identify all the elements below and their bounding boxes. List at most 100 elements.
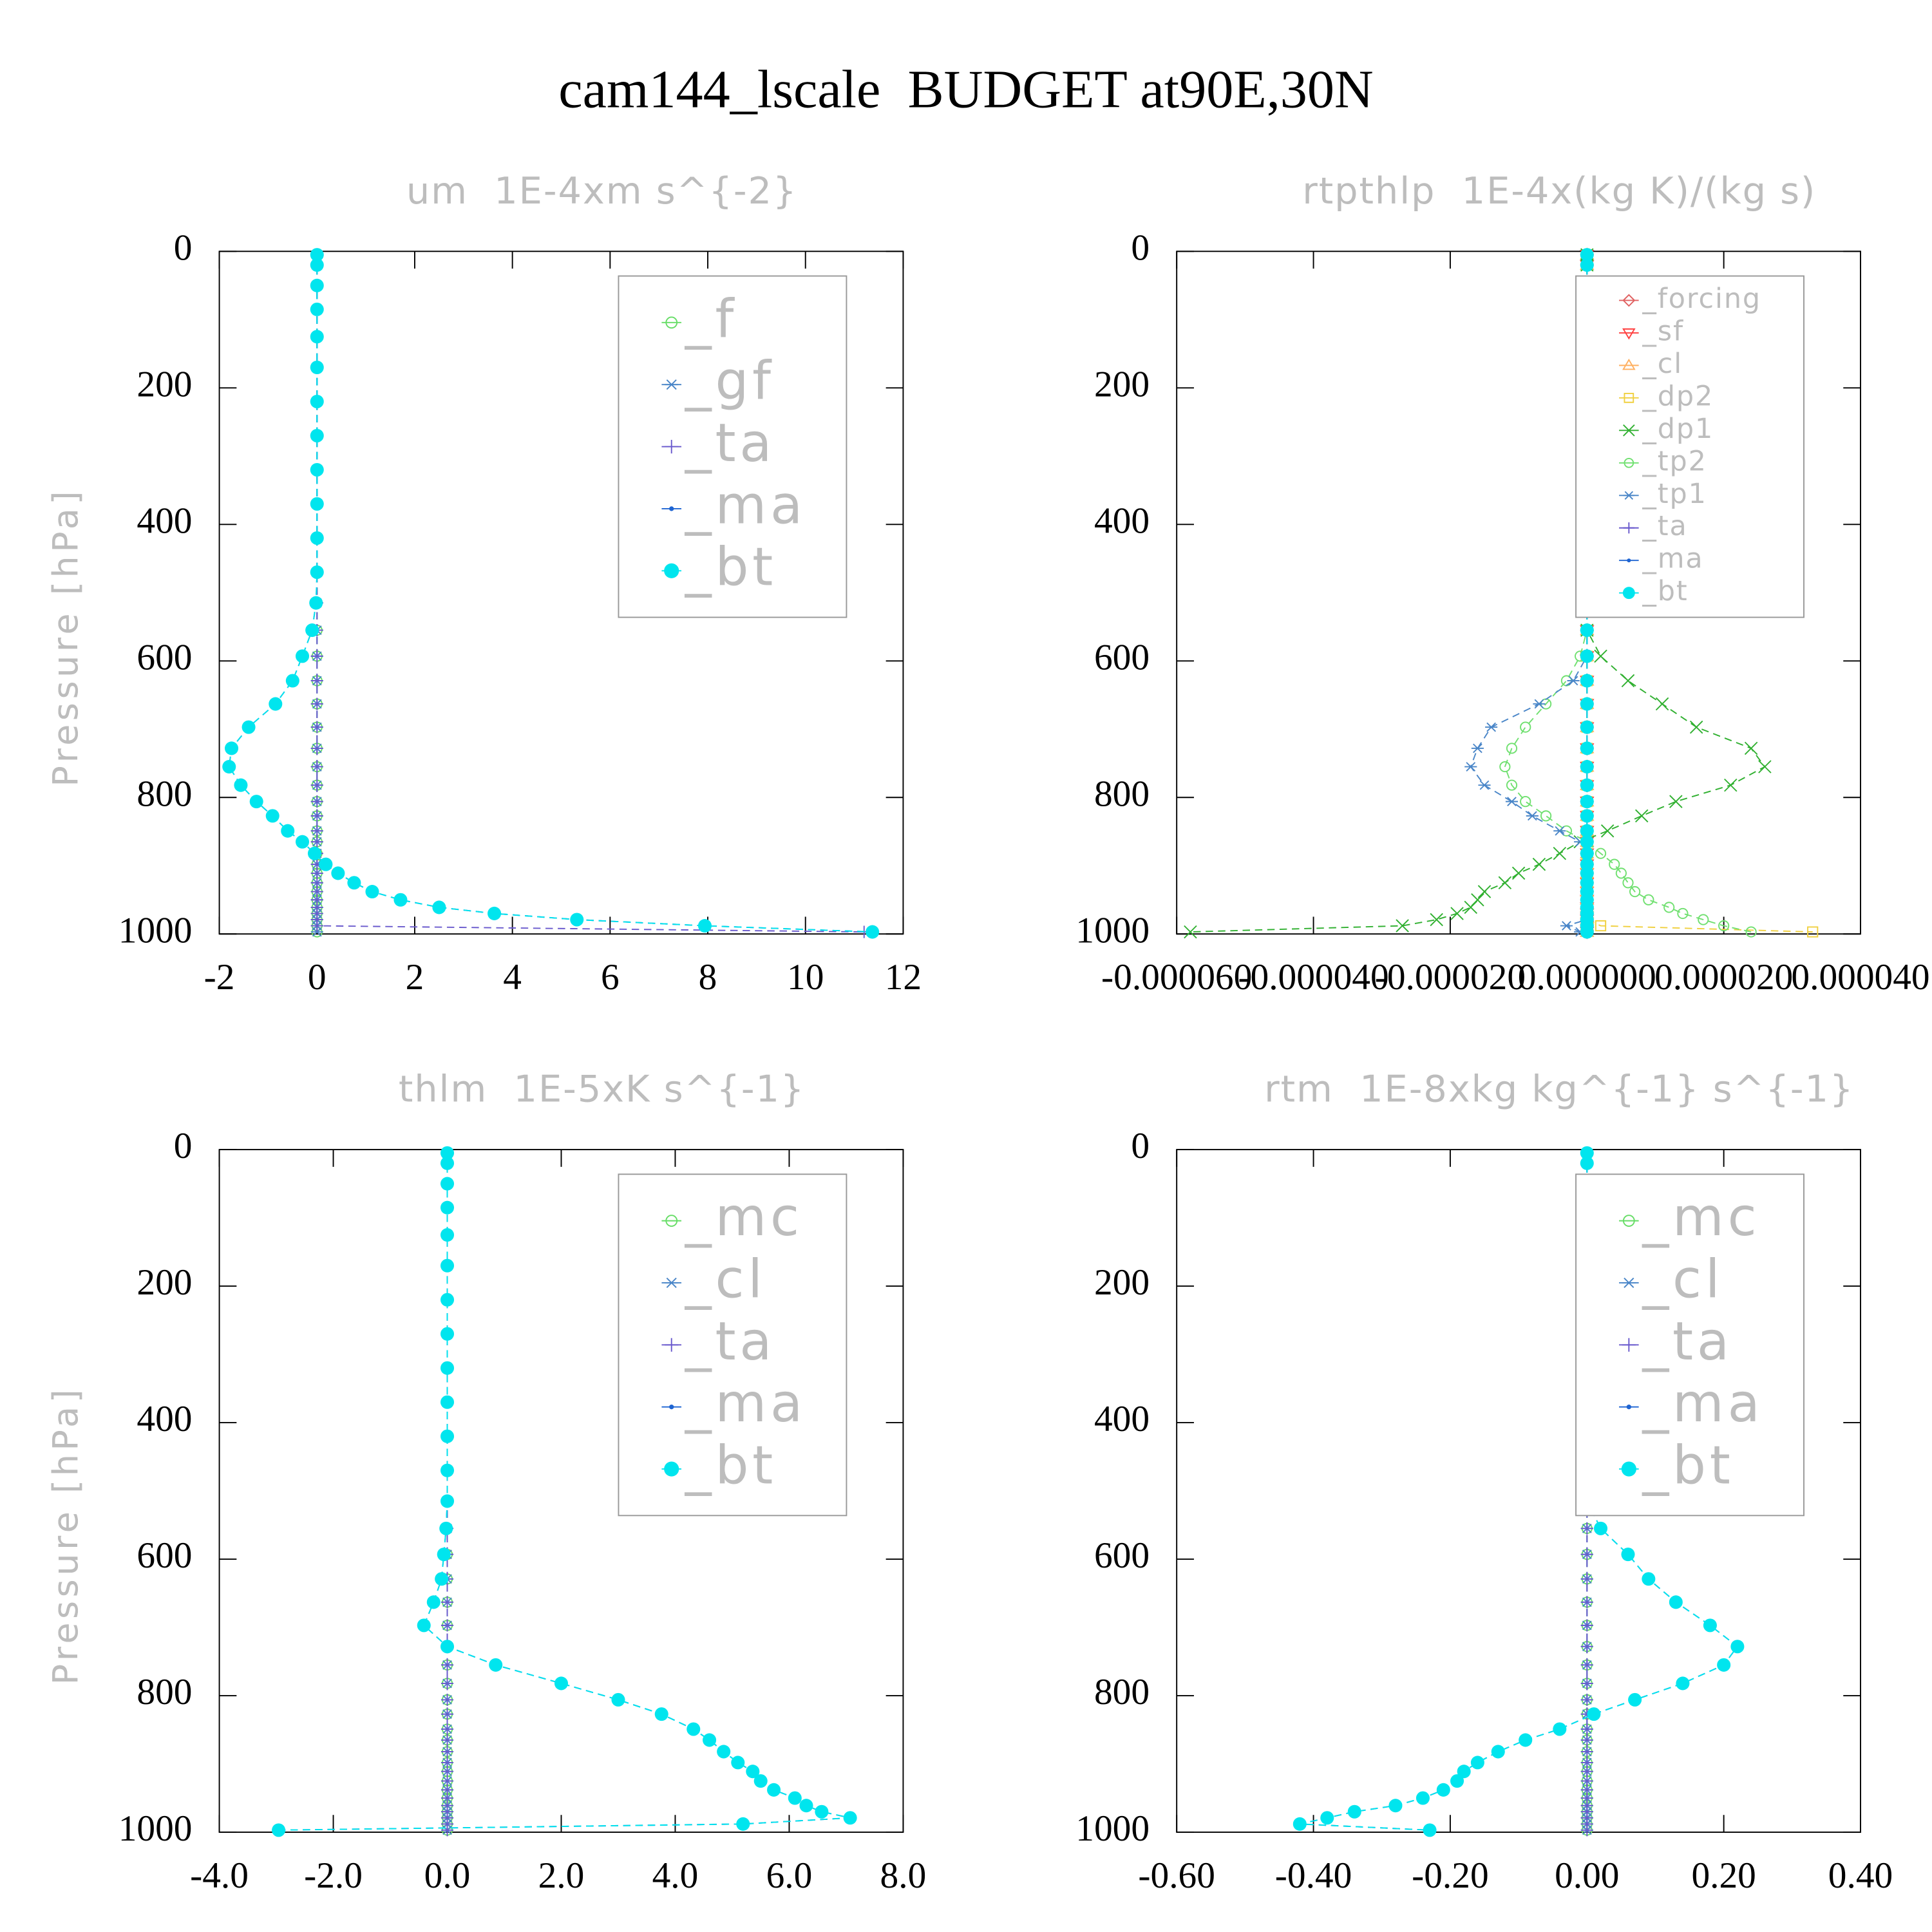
legend-label: _bt	[685, 537, 777, 598]
marker	[437, 1548, 451, 1562]
marker	[310, 721, 323, 734]
marker	[1347, 1804, 1361, 1819]
marker	[1580, 1677, 1593, 1690]
legend-box	[1575, 275, 1804, 618]
legend-label: _f	[685, 289, 737, 350]
legend-marker	[664, 1461, 679, 1477]
marker	[440, 1293, 455, 1307]
legend-marker	[669, 506, 674, 511]
marker	[1580, 1548, 1593, 1561]
x-tick-label: 0.0	[424, 1855, 471, 1896]
plot-frame	[1176, 251, 1861, 935]
marker	[1580, 778, 1594, 792]
x-tick-label: 4.0	[652, 1855, 699, 1896]
legend-marker	[665, 1215, 678, 1227]
legend-marker	[669, 1405, 674, 1410]
x-tick-label: 2.0	[538, 1855, 585, 1896]
marker	[1580, 824, 1594, 838]
legend-label: _ta	[685, 1311, 775, 1372]
marker	[799, 1799, 813, 1813]
legend: _mc_cl_ta_ma_bt	[1575, 1173, 1804, 1517]
marker	[439, 1521, 453, 1535]
marker	[310, 531, 324, 545]
marker	[1580, 1156, 1594, 1170]
panel-title: rtpthlp 1E-4x(kg K)/(kg s)	[1302, 169, 1816, 213]
x-tick-label: 6.0	[766, 1855, 813, 1896]
x-tick-label: -4.0	[190, 1855, 249, 1896]
marker	[440, 1156, 455, 1170]
legend-label: _bt	[1642, 575, 1688, 607]
marker	[717, 1745, 731, 1759]
marker	[1320, 1811, 1334, 1825]
marker	[1540, 810, 1552, 822]
marker	[1622, 877, 1634, 889]
marker	[1580, 649, 1594, 663]
marker	[1526, 811, 1539, 821]
marker	[1669, 1595, 1683, 1609]
marker	[1642, 1572, 1656, 1586]
marker	[1580, 1745, 1593, 1758]
marker	[310, 810, 323, 822]
panel: thlm 1E-5xK s^{-1} Pressure [hPa] 0 200 400 6…	[45, 1068, 926, 1896]
marker	[1471, 743, 1484, 753]
panel: um 1E-4xm s^{-2} Pressure [hPa] 0 200 400 600…	[45, 169, 922, 998]
marker	[570, 913, 584, 927]
plot-frame	[1176, 1149, 1861, 1833]
marker	[225, 741, 239, 755]
legend-box	[618, 1173, 848, 1517]
marker	[310, 428, 324, 443]
legend-label: _cl	[1642, 348, 1683, 380]
y-tick-label: 800	[137, 773, 192, 814]
legend-label: _ma	[685, 1373, 806, 1434]
marker	[440, 1494, 455, 1508]
marker	[310, 779, 323, 791]
legend-label: _ma	[1642, 1373, 1763, 1434]
legend-marker	[1623, 491, 1634, 500]
marker	[1594, 649, 1607, 663]
marker	[697, 919, 712, 933]
marker	[310, 258, 324, 272]
y-tick-label: 800	[1094, 773, 1150, 814]
y-tick-label: 200	[1094, 1262, 1150, 1303]
marker	[440, 1734, 454, 1747]
legend-marker	[1623, 424, 1635, 437]
marker	[310, 248, 324, 262]
marker	[1758, 760, 1772, 773]
legend-label: _ta	[685, 413, 775, 474]
marker	[440, 1395, 455, 1409]
marker	[440, 1693, 454, 1706]
marker	[1580, 1693, 1593, 1706]
x-tick-label: -0.000060	[1101, 957, 1252, 998]
marker	[393, 893, 408, 907]
legend-marker	[665, 440, 679, 454]
marker	[1580, 1824, 1593, 1837]
y-tick-label: 0	[1131, 1126, 1150, 1166]
marker	[1506, 743, 1518, 754]
marker	[1580, 809, 1594, 823]
marker	[265, 809, 279, 823]
y-tick-label: 1000	[118, 910, 193, 951]
legend-marker	[664, 563, 679, 578]
x-tick-label: -0.40	[1275, 1855, 1352, 1896]
marker	[310, 742, 323, 755]
marker	[1416, 1791, 1430, 1805]
y-axis-label: Pressure [hPa]	[45, 488, 86, 787]
marker	[489, 1658, 503, 1672]
marker	[1499, 761, 1511, 773]
marker	[1505, 797, 1519, 806]
marker	[1423, 1823, 1437, 1837]
marker	[1663, 902, 1675, 913]
marker	[1532, 857, 1546, 871]
legend-label: _ma	[1642, 543, 1703, 575]
marker	[1580, 720, 1594, 734]
panel: rtm 1E-8xkg kg^{-1} s^{-1} Pressure [hPa]…	[45, 1068, 1893, 1896]
x-tick-label: 4	[503, 957, 522, 998]
marker	[1580, 795, 1594, 809]
marker	[319, 857, 333, 871]
marker	[611, 1692, 625, 1707]
marker	[1580, 1146, 1594, 1160]
marker	[1580, 1658, 1593, 1671]
figure-title: cam144_lscale BUDGET at90E,30N	[558, 60, 1373, 120]
x-tick-label: 0	[308, 957, 327, 998]
